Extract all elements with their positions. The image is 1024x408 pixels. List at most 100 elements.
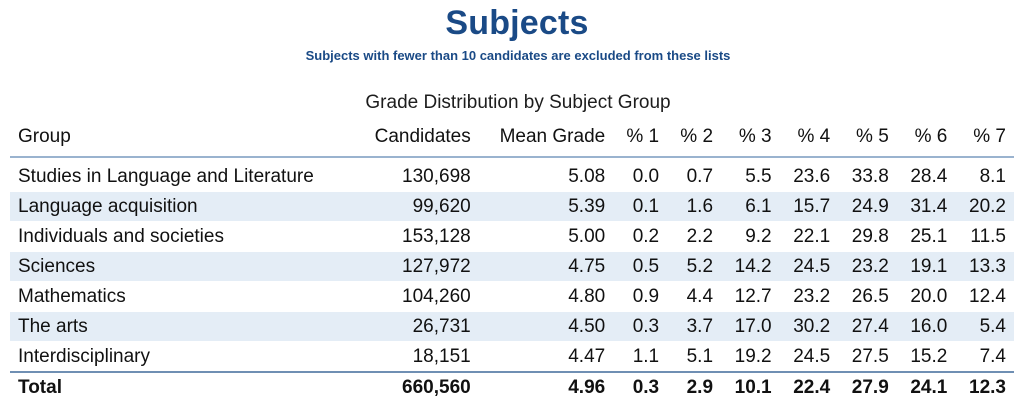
cell-pct-5: 27.4 — [838, 311, 897, 342]
cell-pct-7: 7.4 — [955, 341, 1014, 373]
cell-pct-4: 22.1 — [779, 221, 839, 252]
column-header-pct-7: % 7 — [955, 118, 1014, 158]
cell-mean-grade: 4.75 — [478, 251, 614, 282]
cell-pct-6: 25.1 — [896, 221, 956, 252]
cell-pct-2: 5.1 — [667, 341, 722, 373]
total-mean-grade: 4.96 — [478, 371, 614, 404]
column-header-pct-1: % 1 — [613, 118, 668, 158]
cell-pct-7: 20.2 — [955, 191, 1014, 222]
total-pct-5: 27.9 — [838, 371, 897, 404]
column-header-pct-3: % 3 — [721, 118, 780, 158]
cell-pct-3: 12.7 — [721, 281, 780, 312]
cell-mean-grade: 5.00 — [478, 221, 614, 252]
cell-pct-2: 2.2 — [667, 221, 722, 252]
cell-group: The arts — [10, 311, 355, 342]
column-header-group: Group — [10, 118, 355, 158]
cell-group: Mathematics — [10, 281, 355, 312]
cell-pct-3: 5.5 — [721, 157, 780, 192]
cell-group: Interdisciplinary — [10, 341, 355, 373]
cell-pct-1: 0.3 — [613, 311, 668, 342]
cell-candidates: 104,260 — [354, 281, 479, 312]
cell-pct-3: 19.2 — [721, 341, 780, 373]
table-row: Sciences 127,972 4.75 0.5 5.2 14.2 24.5 … — [10, 251, 1014, 282]
cell-group: Studies in Language and Literature — [10, 157, 355, 192]
column-header-pct-6: % 6 — [896, 118, 956, 158]
cell-pct-2: 0.7 — [667, 157, 722, 192]
total-pct-2: 2.9 — [667, 371, 722, 404]
total-pct-3: 10.1 — [721, 371, 780, 404]
page-subtitle: Subjects with fewer than 10 candidates a… — [305, 48, 731, 63]
cell-candidates: 26,731 — [354, 311, 479, 342]
cell-candidates: 127,972 — [354, 251, 479, 282]
cell-pct-4: 15.7 — [779, 191, 839, 222]
cell-pct-7: 12.4 — [955, 281, 1014, 312]
cell-group: Sciences — [10, 251, 355, 282]
cell-pct-2: 5.2 — [667, 251, 722, 282]
cell-mean-grade: 4.80 — [478, 281, 614, 312]
cell-mean-grade: 4.47 — [478, 341, 614, 373]
cell-pct-2: 1.6 — [667, 191, 722, 222]
cell-pct-6: 20.0 — [896, 281, 956, 312]
grade-distribution-table: Group Candidates Mean Grade % 1 % 2 % 3 … — [10, 118, 1014, 404]
cell-pct-6: 16.0 — [896, 311, 956, 342]
column-header-mean-grade: Mean Grade — [478, 118, 614, 158]
total-pct-6: 24.1 — [896, 371, 956, 404]
cell-pct-3: 6.1 — [721, 191, 780, 222]
cell-pct-3: 14.2 — [721, 251, 780, 282]
cell-pct-4: 24.5 — [779, 341, 839, 373]
cell-pct-5: 23.2 — [838, 251, 897, 282]
column-header-pct-5: % 5 — [838, 118, 897, 158]
cell-candidates: 130,698 — [354, 157, 479, 192]
cell-pct-1: 0.1 — [613, 191, 668, 222]
cell-pct-4: 30.2 — [779, 311, 839, 342]
cell-mean-grade: 5.08 — [478, 157, 614, 192]
cell-pct-5: 27.5 — [838, 341, 897, 373]
cell-pct-5: 33.8 — [838, 157, 897, 192]
cell-group: Individuals and societies — [10, 221, 355, 252]
cell-pct-4: 24.5 — [779, 251, 839, 282]
cell-pct-2: 3.7 — [667, 311, 722, 342]
cell-pct-5: 29.8 — [838, 221, 897, 252]
total-pct-7: 12.3 — [955, 371, 1014, 404]
table-row: Individuals and societies 153,128 5.00 0… — [10, 221, 1014, 252]
cell-mean-grade: 5.39 — [478, 191, 614, 222]
cell-pct-1: 0.5 — [613, 251, 668, 282]
cell-pct-3: 9.2 — [721, 221, 780, 252]
total-candidates: 660,560 — [354, 371, 479, 404]
cell-pct-6: 31.4 — [896, 191, 956, 222]
table-row: Language acquisition 99,620 5.39 0.1 1.6… — [10, 191, 1014, 222]
cell-pct-4: 23.6 — [779, 157, 839, 192]
column-header-candidates: Candidates — [354, 118, 479, 158]
table-total-row: Total 660,560 4.96 0.3 2.9 10.1 22.4 27.… — [10, 371, 1014, 404]
cell-pct-3: 17.0 — [721, 311, 780, 342]
cell-candidates: 99,620 — [354, 191, 479, 222]
cell-pct-1: 0.0 — [613, 157, 668, 192]
cell-pct-5: 26.5 — [838, 281, 897, 312]
table-row: Mathematics 104,260 4.80 0.9 4.4 12.7 23… — [10, 281, 1014, 312]
table-caption: Grade Distribution by Subject Group — [365, 92, 671, 113]
table-row: Studies in Language and Literature 130,6… — [10, 157, 1014, 192]
total-pct-4: 22.4 — [779, 371, 839, 404]
table-header-row: Group Candidates Mean Grade % 1 % 2 % 3 … — [10, 118, 1014, 158]
total-label: Total — [10, 371, 355, 404]
cell-pct-1: 0.9 — [613, 281, 668, 312]
total-pct-1: 0.3 — [613, 371, 668, 404]
table-row: The arts 26,731 4.50 0.3 3.7 17.0 30.2 2… — [10, 311, 1014, 342]
cell-candidates: 153,128 — [354, 221, 479, 252]
page-title: Subjects — [445, 4, 589, 42]
column-header-pct-4: % 4 — [779, 118, 839, 158]
cell-pct-1: 0.2 — [613, 221, 668, 252]
cell-pct-1: 1.1 — [613, 341, 668, 373]
cell-mean-grade: 4.50 — [478, 311, 614, 342]
cell-pct-6: 15.2 — [896, 341, 956, 373]
cell-pct-5: 24.9 — [838, 191, 897, 222]
cell-pct-6: 19.1 — [896, 251, 956, 282]
column-header-pct-2: % 2 — [667, 118, 722, 158]
cell-group: Language acquisition — [10, 191, 355, 222]
cell-pct-7: 11.5 — [955, 221, 1014, 252]
cell-pct-7: 13.3 — [955, 251, 1014, 282]
cell-pct-2: 4.4 — [667, 281, 722, 312]
cell-pct-7: 5.4 — [955, 311, 1014, 342]
table-row: Interdisciplinary 18,151 4.47 1.1 5.1 19… — [10, 341, 1014, 373]
cell-candidates: 18,151 — [354, 341, 479, 373]
